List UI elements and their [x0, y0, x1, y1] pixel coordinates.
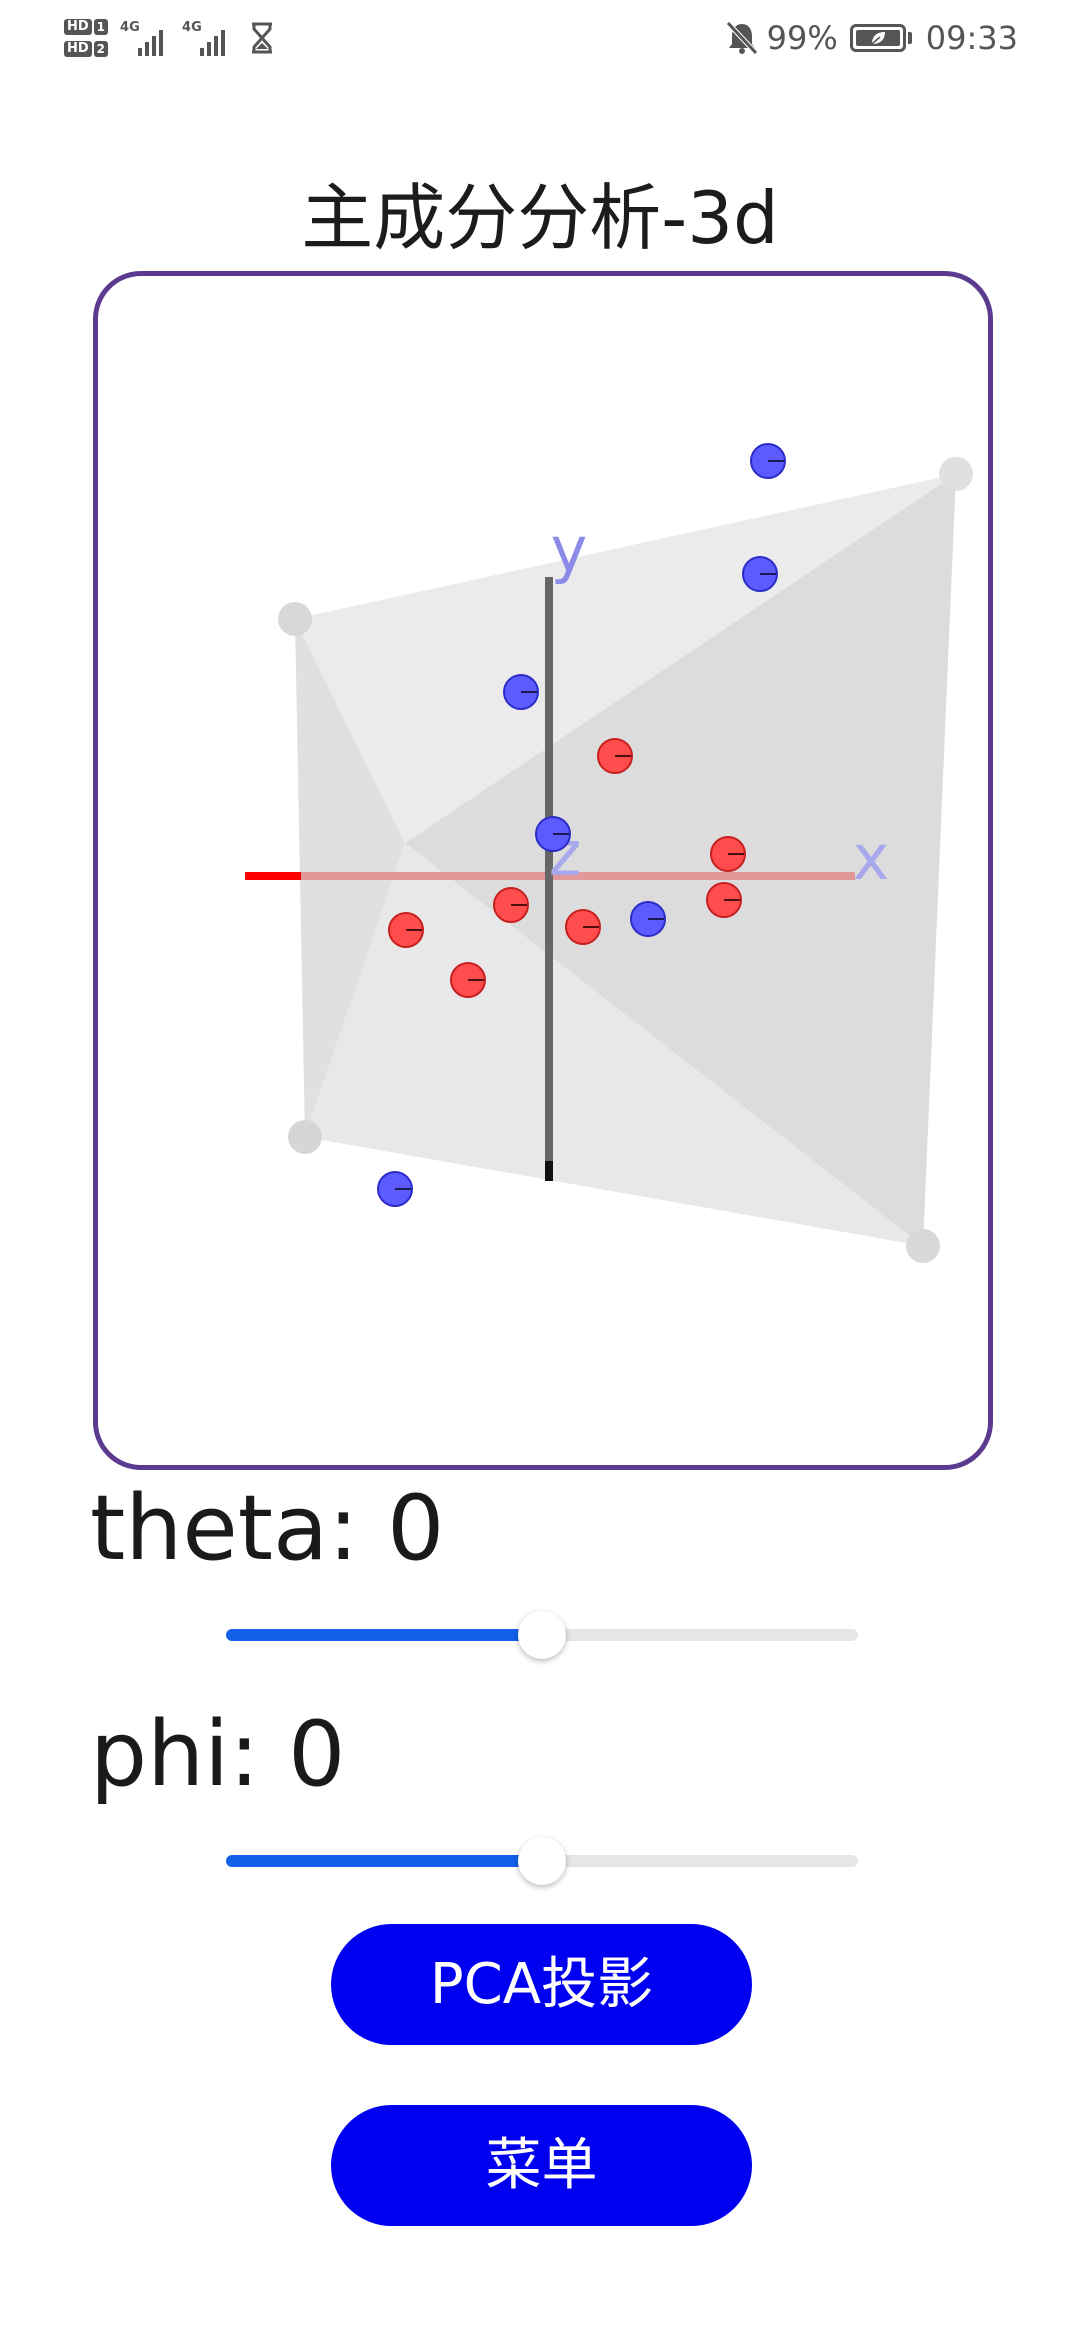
sim1-hd-badge: HD 1: [64, 19, 109, 35]
pca-3d-plot[interactable]: x y z: [93, 271, 993, 1470]
status-bar-left: HD 1 HD 2 4G 4G: [64, 8, 276, 68]
point-red: [597, 738, 633, 774]
theta-slider[interactable]: [226, 1604, 858, 1664]
point-red: [450, 962, 486, 998]
theta-slider-fill: [226, 1629, 542, 1641]
sim2-hd-badge: HD 2: [64, 41, 109, 57]
status-bar: HD 1 HD 2 4G 4G: [0, 0, 1080, 80]
sim1-hd-label: HD: [64, 19, 92, 35]
phi-slider-thumb[interactable]: [518, 1837, 566, 1885]
x-axis-label: x: [853, 821, 890, 894]
point-red: [706, 882, 742, 918]
cube-vertex: [288, 1120, 322, 1154]
point-blue: [742, 556, 778, 592]
point-blue: [750, 443, 786, 479]
sim2-hd-label: HD: [64, 41, 92, 57]
phi-slider[interactable]: [226, 1830, 858, 1890]
signal-icon: 4G: [182, 18, 236, 58]
network-type-2: 4G: [182, 20, 202, 35]
point-red: [565, 909, 601, 945]
clock: 09:33: [925, 19, 1018, 57]
sim-indicators: HD 1 HD 2: [64, 19, 109, 57]
y-axis-label: y: [551, 513, 588, 586]
theta-slider-thumb[interactable]: [518, 1611, 566, 1659]
cube-vertex: [278, 602, 312, 636]
point-blue: [535, 816, 571, 852]
sim1-index: 1: [93, 19, 109, 35]
cube-face-top: [295, 474, 956, 843]
cube-face-bottom: [305, 843, 923, 1246]
bell-muted-icon: [725, 21, 758, 55]
phi-label: phi: 0: [90, 1702, 346, 1807]
battery-percent: 99%: [766, 19, 838, 57]
hourglass-icon: [252, 22, 273, 54]
sim2-index: 2: [93, 41, 109, 57]
point-blue: [630, 901, 666, 937]
cube-vertex: [906, 1229, 940, 1263]
status-bar-right: 99% 09:33: [725, 10, 1018, 66]
plot-canvas[interactable]: x y z: [93, 271, 993, 1470]
point-red: [710, 836, 746, 872]
point-red: [493, 887, 529, 923]
point-blue: [503, 674, 539, 710]
point-blue: [377, 1171, 413, 1207]
signal-icon: 4G: [120, 18, 174, 58]
phi-slider-fill: [226, 1855, 542, 1867]
theta-label: theta: 0: [90, 1476, 445, 1581]
cube-face-right: [405, 474, 956, 1246]
point-red: [388, 912, 424, 948]
network-type-1: 4G: [120, 20, 140, 35]
pca-projection-button[interactable]: PCA投影: [331, 1924, 752, 2045]
battery-icon: [849, 24, 906, 52]
menu-button[interactable]: 菜单: [331, 2105, 752, 2226]
page-title: 主成分分析-3d: [301, 176, 779, 260]
cube-vertex: [939, 457, 973, 491]
battery-nub: [907, 32, 912, 44]
